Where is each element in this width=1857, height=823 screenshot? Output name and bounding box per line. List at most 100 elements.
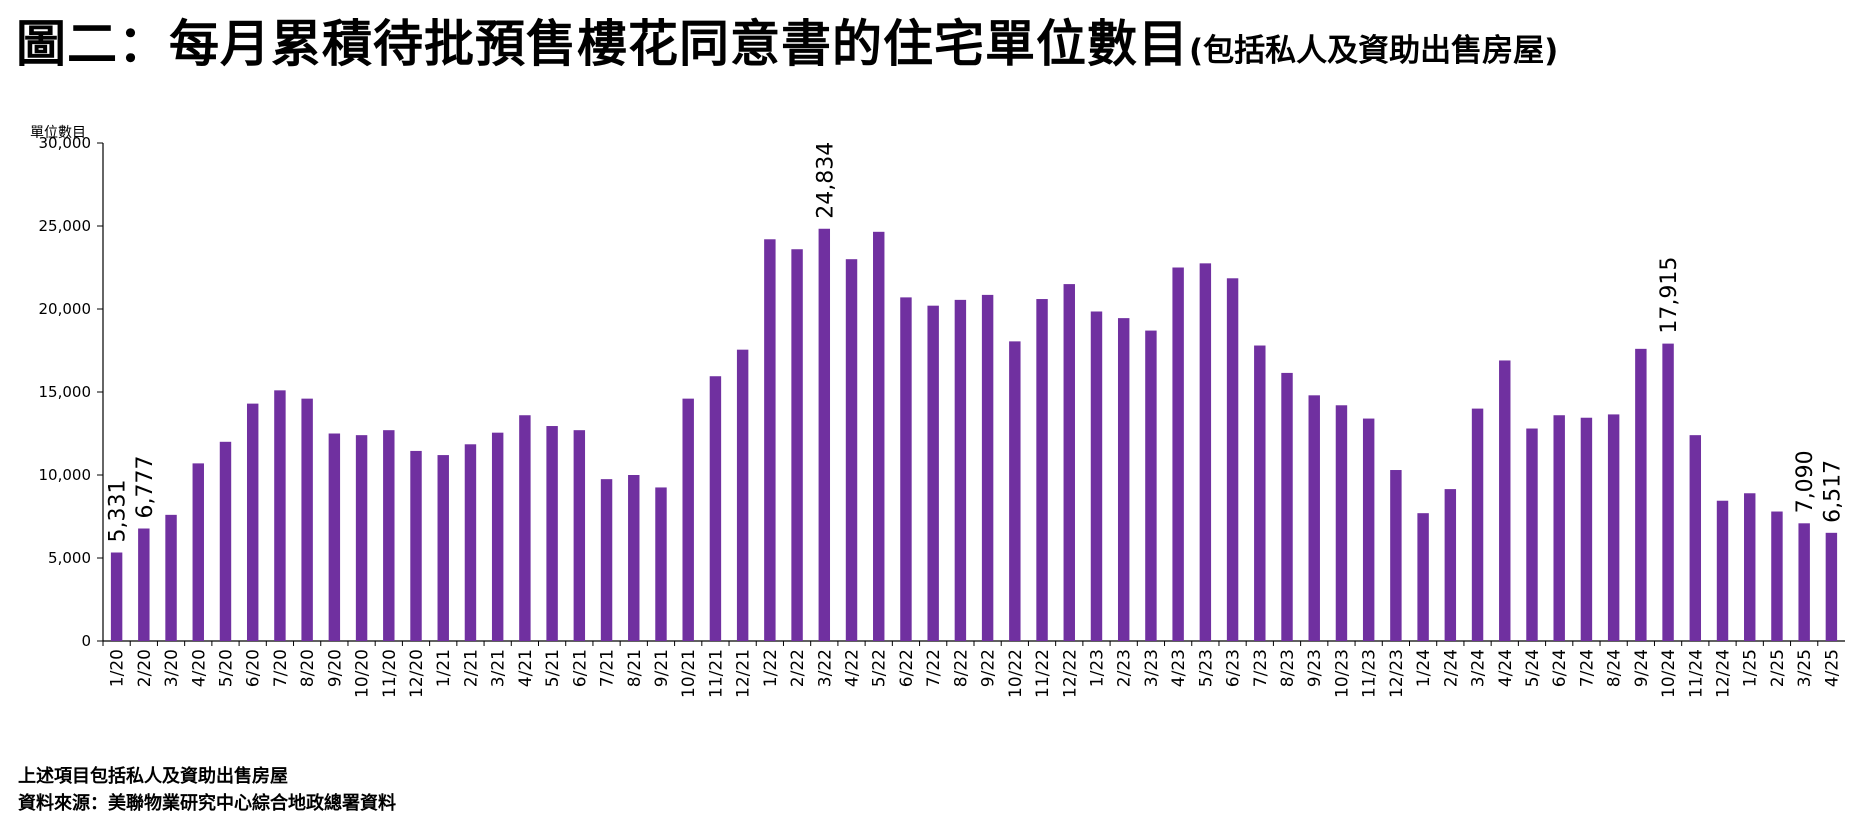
bar (165, 514, 177, 641)
y-axis-label: 單位數目 (30, 125, 86, 141)
y-tick-label: 25,000 (39, 217, 92, 235)
bar (192, 463, 204, 641)
y-tick-label: 30,000 (39, 134, 92, 152)
x-tick-label: 2/21 (461, 649, 481, 687)
x-tick-label: 7/21 (598, 649, 618, 687)
bar (1471, 408, 1484, 641)
x-tick-label: 7/22 (924, 649, 944, 687)
bar (1526, 428, 1538, 641)
x-tick-label: 2/25 (1768, 649, 1788, 687)
x-tick-label: 12/21 (734, 649, 754, 698)
bar (1607, 414, 1620, 641)
x-tick-label: 1/23 (1087, 649, 1107, 687)
bar (1798, 523, 1810, 641)
bars (110, 228, 1838, 642)
y-tick-label: 10,000 (39, 466, 92, 484)
bar (1689, 435, 1702, 641)
x-tick-label: 4/22 (843, 649, 863, 687)
chart-title: 圖二：每月累積待批預售樓花同意書的住宅單位數目(包括私人及資助出售房屋) (16, 4, 1558, 76)
bar (873, 231, 885, 641)
x-tick-label: 2/22 (788, 649, 808, 687)
bar (628, 475, 640, 641)
bar (1771, 511, 1783, 641)
x-tick-label: 12/24 (1714, 649, 1734, 698)
bar (219, 441, 232, 641)
x-tick-label: 10/20 (353, 649, 373, 698)
x-tick-label: 9/23 (1305, 649, 1325, 687)
bar (1281, 372, 1293, 641)
footnote-source: 資料來源：美聯物業研究中心綜合地政總署資料 (18, 793, 396, 814)
bar (1308, 395, 1320, 641)
x-tick-label: 9/24 (1632, 649, 1652, 687)
bar (1580, 417, 1593, 641)
data-label: 17,915 (1657, 257, 1682, 334)
data-labels: 5,331 6,777 24,834 17,915 7,090 6,517 (106, 142, 1846, 543)
y-tick-label: 5,000 (48, 549, 91, 567)
x-tick-label: 10/22 (1006, 649, 1026, 698)
x-tick-label: 1/24 (1414, 649, 1434, 687)
x-tick-label: 2/23 (1115, 649, 1135, 687)
bar (328, 433, 341, 641)
footnote-scope: 上述項目包括私人及資助出售房屋 (18, 766, 288, 787)
x-tick-label: 8/24 (1605, 649, 1625, 687)
x-tick-label: 7/23 (1251, 649, 1271, 687)
bar (1063, 284, 1075, 641)
x-tick-label: 12/23 (1387, 649, 1407, 698)
x-tick-label: 4/23 (1169, 649, 1189, 687)
x-tick-label: 10/23 (1332, 649, 1352, 698)
bar (927, 305, 939, 641)
bar (1254, 345, 1266, 641)
x-tick-label: 3/23 (1142, 649, 1162, 687)
bar (791, 249, 803, 642)
x-tick-label: 3/20 (162, 649, 182, 687)
bar (546, 426, 558, 641)
bar (274, 390, 286, 641)
bar (246, 403, 259, 641)
bar (1390, 470, 1402, 641)
title-subtitle: (包括私人及資助出售房屋) (1189, 33, 1559, 69)
bar (900, 297, 912, 641)
data-label: 7,090 (1793, 450, 1818, 513)
x-tick-label: 6/21 (570, 649, 590, 687)
bar (709, 376, 722, 641)
x-tick-label: 11/24 (1686, 649, 1706, 698)
x-tick-label: 4/25 (1822, 649, 1842, 687)
bar (138, 528, 150, 641)
y-tick-label: 0 (81, 632, 91, 650)
x-tick-label: 8/20 (298, 649, 318, 687)
x-tick-label: 1/21 (434, 649, 454, 687)
x-tick-label: 8/22 (951, 649, 971, 687)
bar (491, 432, 504, 641)
bar (1444, 489, 1457, 641)
bar (1145, 330, 1157, 641)
x-tick-label: 5/23 (1196, 649, 1216, 687)
bar (1335, 405, 1348, 641)
bar (1036, 299, 1048, 641)
bar (954, 299, 967, 641)
bar (355, 435, 368, 641)
x-tick-label: 8/21 (625, 649, 645, 687)
bar (655, 487, 667, 641)
x-tick-label: 6/23 (1224, 649, 1244, 687)
bar (1825, 532, 1838, 641)
x-tick-label: 11/23 (1360, 649, 1380, 698)
bar (301, 398, 313, 641)
x-tick-label: 5/24 (1523, 649, 1543, 687)
bar (1117, 318, 1130, 641)
x-tick-label: 5/21 (543, 649, 563, 687)
x-tick-label: 2/24 (1441, 649, 1461, 687)
x-tick-label: 1/20 (108, 649, 128, 687)
data-label: 5,331 (106, 480, 131, 543)
data-label: 6,517 (1820, 460, 1845, 523)
bar (464, 444, 477, 641)
bar (1090, 311, 1103, 641)
x-tick-label: 11/20 (380, 649, 400, 698)
bar (818, 228, 831, 641)
bar (1417, 513, 1429, 641)
y-tick-label: 15,000 (39, 383, 92, 401)
bar (736, 349, 749, 641)
bar (410, 450, 422, 641)
x-tick-label: 1/22 (761, 649, 781, 687)
bar (1362, 418, 1375, 641)
bar (1499, 360, 1511, 641)
